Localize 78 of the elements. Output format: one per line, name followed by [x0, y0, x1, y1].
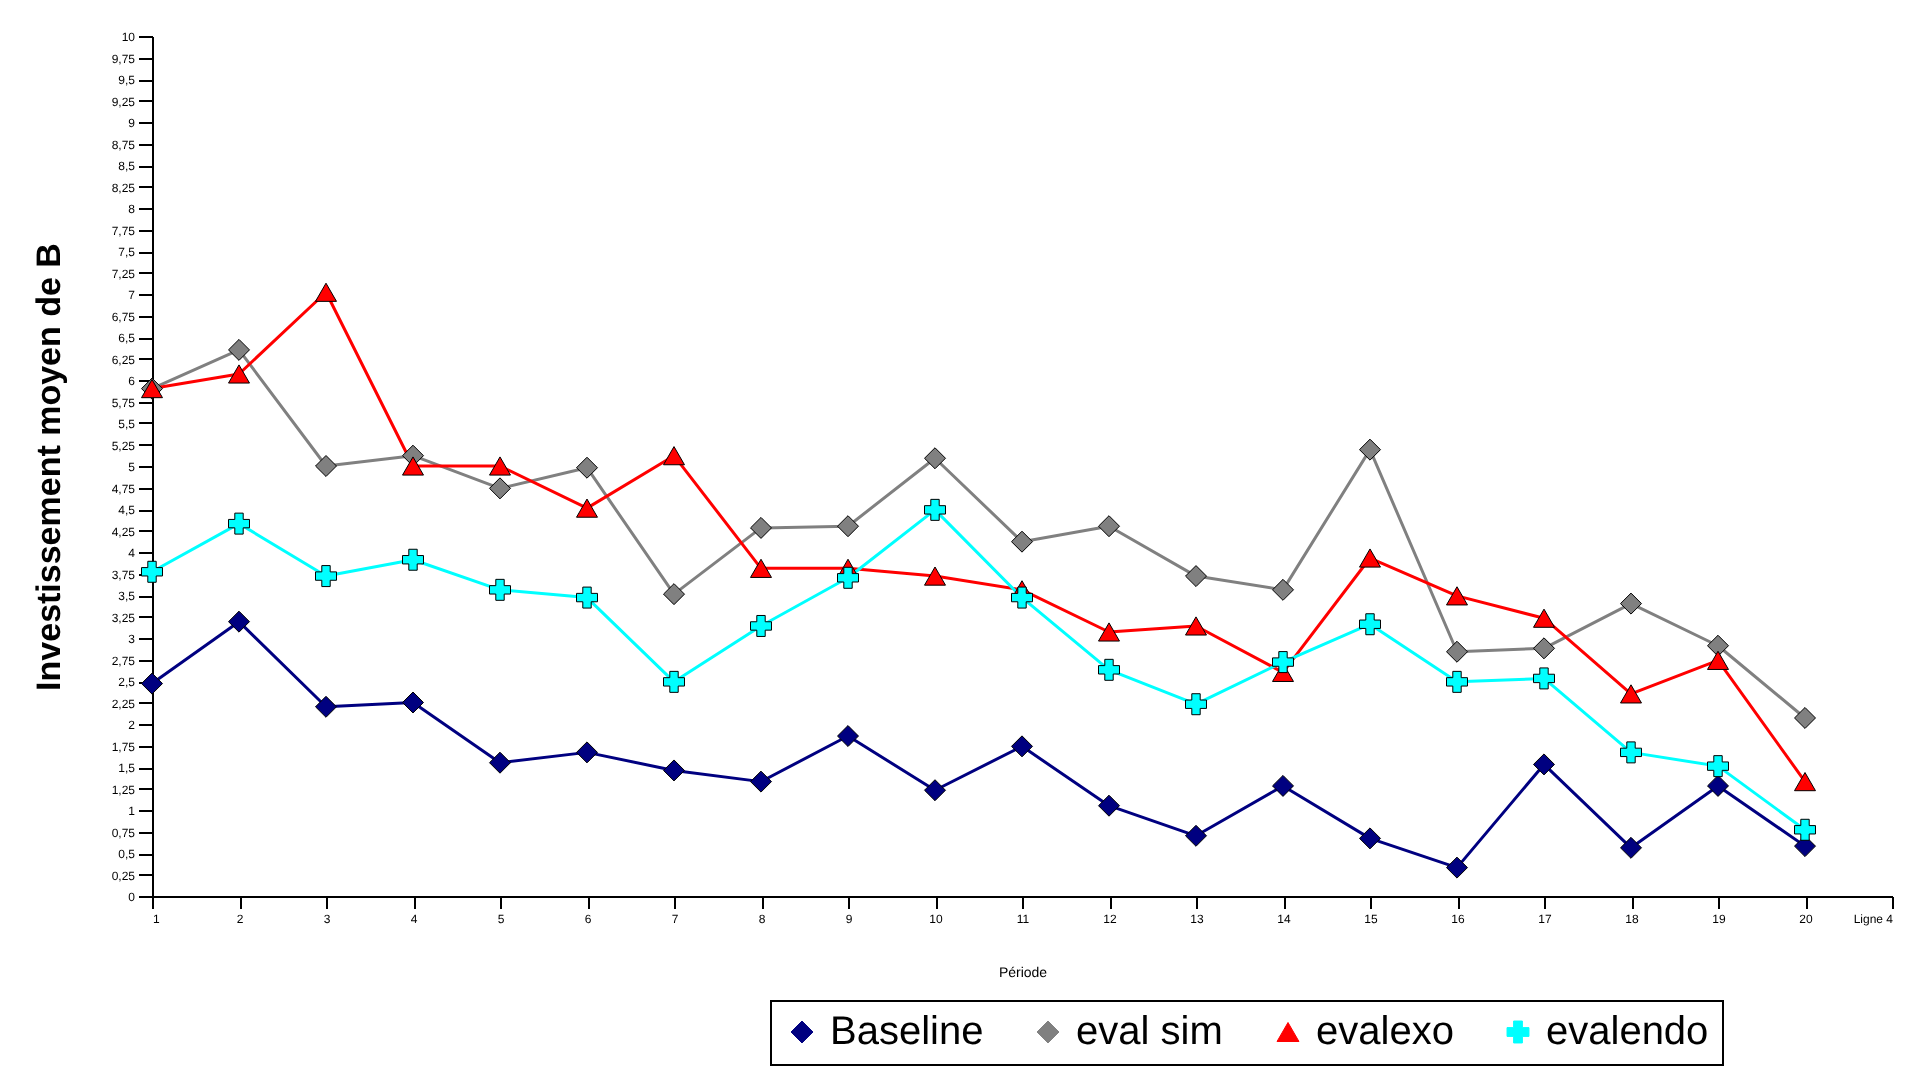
point: [1533, 667, 1555, 690]
point: [1707, 755, 1729, 778]
point: [489, 578, 511, 601]
point: [663, 446, 685, 466]
point: [1272, 578, 1294, 601]
point: [576, 741, 598, 764]
point: [1620, 592, 1642, 615]
legend-label: evalendo: [1546, 1010, 1709, 1054]
point: [576, 456, 598, 479]
point: [402, 691, 424, 714]
point: [1098, 515, 1120, 538]
point: [1185, 693, 1207, 716]
point: [315, 565, 337, 588]
point: [1359, 613, 1381, 636]
point: [1794, 818, 1816, 841]
point: [489, 751, 511, 774]
point: [1272, 774, 1294, 797]
point: [1272, 651, 1294, 674]
point: [1794, 772, 1816, 792]
point: [1620, 684, 1642, 704]
point: [1185, 616, 1207, 636]
legend-label: eval sim: [1076, 1010, 1223, 1054]
point: [489, 456, 511, 476]
point: [750, 558, 772, 578]
point: [402, 456, 424, 476]
point: [924, 447, 946, 470]
point: [1533, 608, 1555, 628]
point: [141, 560, 163, 583]
point: [1533, 637, 1555, 660]
legend-label: evalexo: [1316, 1010, 1454, 1054]
point: [837, 725, 859, 748]
point: [837, 515, 859, 538]
point: [489, 477, 511, 500]
point: [924, 779, 946, 802]
legend-label: Baseline: [830, 1010, 984, 1054]
point: [228, 610, 250, 633]
point: [141, 672, 163, 695]
point: [402, 548, 424, 571]
point: [924, 498, 946, 521]
point: [750, 770, 772, 793]
point: [1359, 438, 1381, 461]
point: [1707, 634, 1729, 657]
point: [837, 566, 859, 589]
point: [1446, 670, 1468, 693]
point: [1011, 530, 1033, 553]
point: [576, 586, 598, 609]
point: [228, 364, 250, 384]
point: [315, 282, 337, 302]
point: [315, 455, 337, 477]
point: [1098, 794, 1120, 817]
point: [1185, 565, 1207, 588]
point: [1011, 586, 1033, 609]
point: [663, 759, 685, 782]
point: [1446, 586, 1468, 606]
point: [1446, 640, 1468, 663]
point: [1011, 735, 1033, 758]
point: [663, 583, 685, 606]
point: [663, 670, 685, 693]
point: [1620, 836, 1642, 859]
point: [924, 566, 946, 586]
point: [228, 512, 250, 535]
point: [1794, 706, 1816, 729]
point: [1098, 622, 1120, 642]
point: [1098, 658, 1120, 681]
point: [1359, 827, 1381, 850]
point: [1707, 774, 1729, 797]
point: [750, 614, 772, 637]
point: [1533, 753, 1555, 776]
point: [1707, 650, 1729, 670]
point: [1620, 741, 1642, 764]
point: [315, 695, 337, 718]
point: [1359, 548, 1381, 568]
y-axis-title: Investissement moyen de B: [29, 243, 68, 691]
point: [750, 516, 772, 539]
point: [228, 338, 250, 361]
point: [1446, 856, 1468, 879]
point: [576, 498, 598, 518]
point: [1185, 824, 1207, 847]
